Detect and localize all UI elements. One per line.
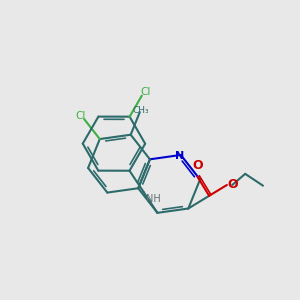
Text: Cl: Cl <box>140 87 150 97</box>
Text: Cl: Cl <box>75 111 86 121</box>
Text: O: O <box>227 178 238 191</box>
Text: O: O <box>192 159 203 172</box>
Text: N: N <box>175 151 184 160</box>
Text: NH: NH <box>146 194 160 205</box>
Text: CH₃: CH₃ <box>132 106 149 115</box>
